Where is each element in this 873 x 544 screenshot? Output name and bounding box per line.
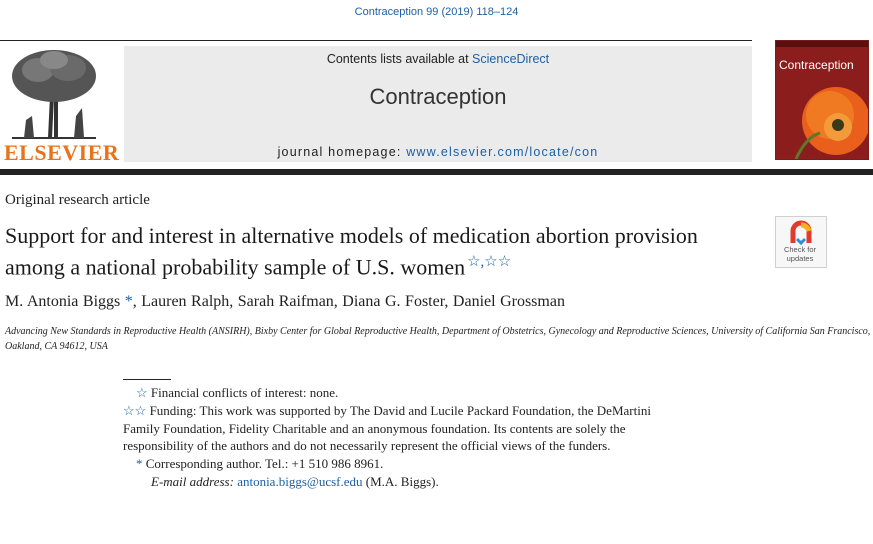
cover-title: Contraception [779,58,854,72]
footnote-text: Corresponding author. Tel.: +1 510 986 8… [145,456,384,472]
author-affiliation: Advancing New Standards in Reproductive … [5,326,871,352]
footnote-corresponding: * Corresponding author. Tel.: +1 510 986… [123,455,653,473]
email-suffix: (M.A. Biggs). [365,473,439,489]
homepage-link[interactable]: www.elsevier.com/locate/con [406,145,599,159]
journal-citation[interactable]: Contraception 99 (2019) 118–124 [354,6,519,18]
contents-prefix: Contents lists available at [326,52,473,66]
corresponding-author-mark[interactable]: * [124,293,133,310]
homepage-prefix: journal homepage: [277,145,407,159]
publisher-wordmark: ELSEVIER [4,140,120,165]
check-for-updates-label: Check for updates [775,245,825,263]
journal-masthead [124,46,752,162]
check-for-updates-badge[interactable] [775,216,827,268]
footnote-text: Funding: This work was supported by The … [123,402,651,454]
author-name[interactable]: Daniel Grossman [452,293,565,310]
header-rule [0,40,752,41]
footnote-mark: ☆☆ [123,402,147,418]
author-name[interactable]: Diana G. Foster [342,293,445,310]
author-name[interactable]: M. Antonia Biggs [5,293,121,310]
journal-title: Contraception [369,84,507,109]
article-type: Original research article [5,192,150,208]
contents-line: Contents lists available at ScienceDirec… [124,52,752,66]
title-footnote-marks[interactable]: ☆,☆☆ [467,254,512,270]
email-label: E-mail address: [151,473,234,489]
footnote-mark: ☆ [136,385,148,400]
footnotes: ☆ Financial conflicts of interest: none.… [123,384,653,491]
badge-line-1: Check for [783,245,817,254]
header-thick-rule [0,169,873,175]
footnote-conflicts: ☆ Financial conflicts of interest: none. [123,384,653,402]
footnote-text: Financial conflicts of interest: none. [150,385,339,400]
elsevier-tree-logo [4,46,104,162]
check-for-updates-icon [790,220,812,246]
sciencedirect-link[interactable]: ScienceDirect [472,52,550,66]
article-title-text: Support for and interest in alternative … [5,223,698,280]
author-list: M. Antonia Biggs *, Lauren Ralph, Sarah … [5,293,565,310]
author-name[interactable]: Sarah Raifman [237,293,334,310]
footnote-rule [123,379,171,380]
homepage-line: journal homepage: www.elsevier.com/locat… [124,145,752,159]
badge-line-2: updates [786,253,814,263]
journal-cover-image[interactable] [775,40,869,160]
footnote-funding: ☆☆ Funding: This work was supported by T… [123,402,653,455]
author-name[interactable]: Lauren Ralph [141,293,230,310]
email-link[interactable]: antonia.biggs@ucsf.edu [237,473,363,489]
footnote-mark: * [136,456,143,472]
article-title: Support for and interest in alternative … [5,222,755,280]
footnote-email: E-mail address: antonia.biggs@ucsf.edu (… [123,473,653,491]
